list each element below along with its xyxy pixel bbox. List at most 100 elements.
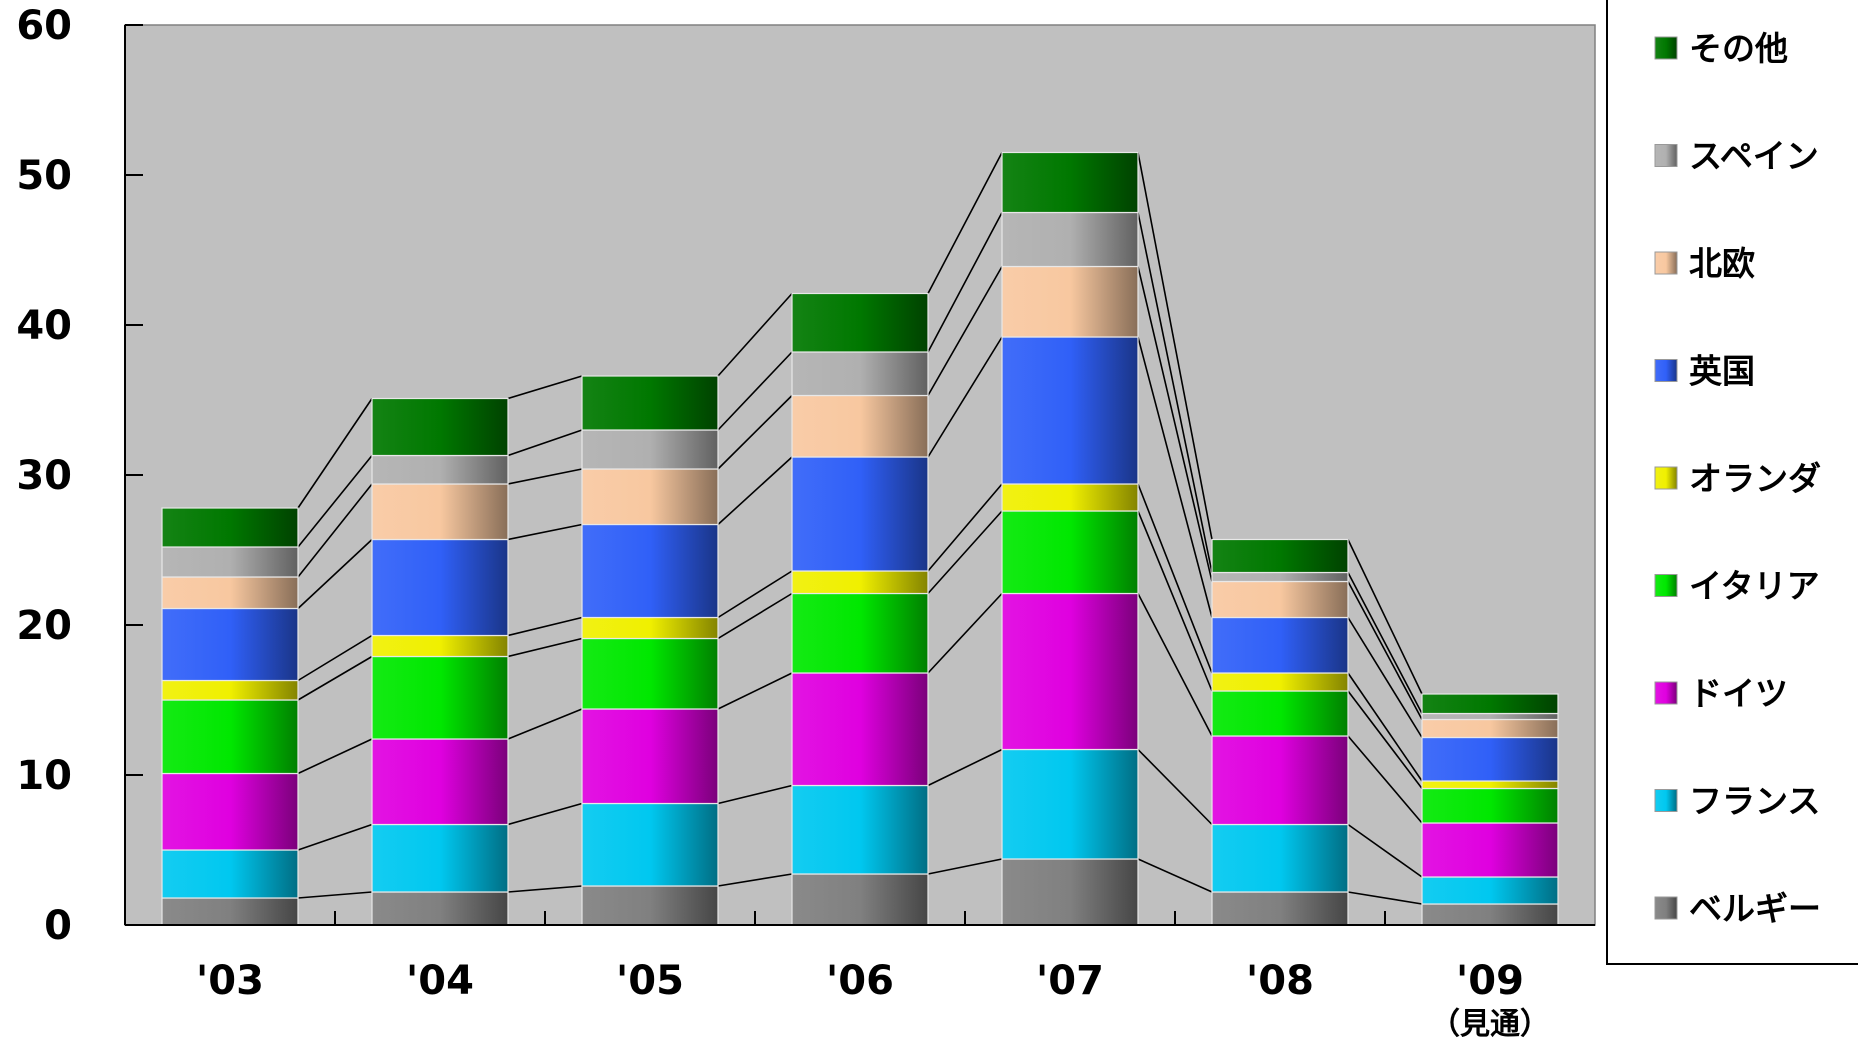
legend-label: フランス (1689, 782, 1820, 821)
connector-line (927, 748, 1003, 787)
bar-segment (581, 429, 719, 470)
x-tick-label: '04 (406, 958, 474, 1004)
connector-line (717, 351, 793, 431)
bar-segment (161, 607, 299, 682)
connector-line (927, 483, 1003, 572)
legend-label: ドイツ (1689, 674, 1788, 713)
connector-line (297, 655, 373, 701)
connector-line (507, 885, 583, 893)
connector-line (297, 738, 373, 775)
bar-segment (1421, 712, 1559, 721)
connector-line (507, 802, 583, 826)
bar-segment (1001, 151, 1139, 214)
bar-segment (1001, 265, 1139, 338)
legend-label: オランダ (1689, 459, 1821, 498)
bar-segment (1421, 780, 1559, 790)
bar-segment (791, 784, 929, 875)
connector-line (927, 592, 1003, 674)
connector-line (1137, 510, 1213, 692)
bar-segment (1421, 693, 1559, 715)
connector-line (297, 398, 373, 509)
connector-line (1347, 539, 1423, 695)
connector-line (1137, 748, 1213, 826)
connector-line (297, 823, 373, 851)
connector-line (507, 523, 583, 541)
connector-line (297, 454, 373, 548)
x-tick-label: '06 (826, 958, 894, 1004)
connector-line (507, 637, 583, 658)
connector-line (507, 616, 583, 637)
connector-line (1137, 212, 1213, 573)
legend-swatch (1654, 144, 1678, 167)
connector-line (507, 375, 583, 400)
y-tick-label: 60 (16, 3, 72, 49)
bar-segment (1211, 580, 1349, 619)
bar-segment (1001, 336, 1139, 485)
legend-swatch (1654, 36, 1678, 60)
bar-segment (1211, 735, 1349, 826)
bar-segment (581, 637, 719, 710)
bar-segment (1211, 823, 1349, 893)
bar-segment (371, 397, 509, 457)
bar-segment (581, 885, 719, 926)
bar-segment (581, 616, 719, 640)
bar-segment (791, 394, 929, 458)
connector-line (1137, 152, 1213, 540)
bar-segment (791, 672, 929, 787)
bar-segment (1211, 672, 1349, 692)
bar-segment (581, 708, 719, 805)
connector-line (717, 456, 793, 526)
connector-line (297, 538, 373, 610)
bar-segment (161, 546, 299, 578)
legend-label: イタリア (1689, 567, 1820, 606)
connector-line (927, 266, 1003, 396)
connector-line (507, 708, 583, 740)
legend-label: 北欧 (1689, 244, 1755, 283)
legend-swatch (1654, 574, 1678, 597)
connector-line (717, 672, 793, 710)
connector-line (1137, 336, 1213, 618)
bar-segment (371, 634, 509, 658)
bar-segment (791, 456, 929, 572)
x-tick-label: '09 (1456, 958, 1524, 1004)
x-tick-note: （見通） (1430, 1007, 1550, 1041)
bar-segment (1421, 822, 1559, 878)
legend-swatch (1654, 359, 1678, 382)
bar-segment (1001, 483, 1139, 512)
bar-segment (581, 802, 719, 887)
bar-segment (1211, 571, 1349, 583)
bar-segment (161, 699, 299, 775)
bar-segment (1211, 690, 1349, 737)
connector-line (507, 429, 583, 457)
connector-line (507, 468, 583, 485)
connector-line (927, 510, 1003, 595)
legend-label: スペイン (1689, 137, 1819, 176)
bar-segment (1421, 718, 1559, 739)
bar-segment (161, 772, 299, 851)
connector-line (717, 394, 793, 470)
x-tick-label: '08 (1246, 958, 1314, 1004)
connector-line (1347, 690, 1423, 789)
bar-segment (1421, 787, 1559, 824)
legend-label: 英国 (1689, 352, 1755, 391)
connector-line (717, 292, 793, 377)
legend-box (1606, 0, 1858, 965)
connector-line (297, 891, 373, 899)
connector-line (297, 634, 373, 682)
bar-segment (161, 679, 299, 701)
bar-segment (371, 655, 509, 740)
bar-segment (581, 375, 719, 431)
connector-line (297, 483, 373, 578)
axes: 0 10 20 30 40 50 60 '03 '04 '05 '06 '07 '08 '09（見通） (16, 3, 1595, 1041)
bar-segment (1421, 876, 1559, 905)
bar-segment (371, 738, 509, 826)
y-tick-label: 50 (16, 153, 72, 199)
bar-segment (1001, 592, 1139, 751)
connector-line (1137, 858, 1213, 893)
legend-label: ベルギー (1689, 889, 1821, 928)
connector-line (927, 212, 1003, 353)
bar-segment (371, 823, 509, 893)
legend-label: その他 (1689, 29, 1788, 68)
connector-line (927, 152, 1003, 294)
